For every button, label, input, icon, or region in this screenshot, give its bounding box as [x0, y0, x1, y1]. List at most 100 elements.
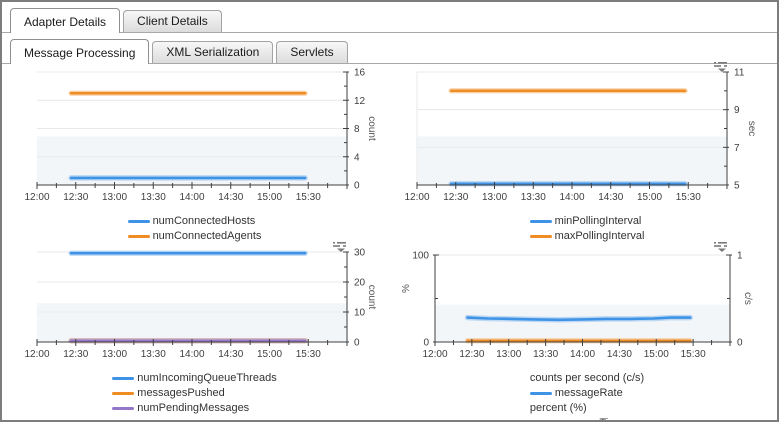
legend-label: numConnectedAgents — [152, 230, 262, 242]
legend-label: numPendingMessages — [137, 402, 250, 414]
tab-adapter-details[interactable]: Adapter Details — [10, 8, 121, 33]
x-tick-label: 14:00 — [179, 349, 204, 360]
y-axis-unit-left: % — [402, 284, 412, 293]
y-tick-label: 16 — [354, 68, 366, 79]
x-tick-label: 12:30 — [443, 192, 468, 203]
legend-label: messageTime — [555, 417, 624, 420]
y-tick-label: 30 — [354, 248, 366, 259]
y-tick-label: 0 — [354, 338, 360, 349]
y-tick-label: 7 — [734, 143, 740, 154]
tab-xml-serialization[interactable]: XML Serialization — [152, 41, 274, 63]
legend-swatch — [112, 392, 135, 395]
x-tick-label: 15:00 — [257, 349, 282, 360]
chart-legend: numIncomingQueueThreads messagesPushed num… — [112, 371, 277, 416]
legend-swatch — [529, 392, 552, 395]
legend-item-minPollingInterval[interactable]: minPollingInterval — [529, 215, 642, 228]
legend-swatch — [112, 377, 135, 380]
legend-label: maxPollingInterval — [554, 230, 645, 242]
chart-polling-interval: 12:00 12:30 13:00 13:30 14:00 14:30 15:00 15:30… — [402, 62, 772, 244]
x-tick-label: 15:30 — [676, 192, 701, 203]
x-tick-label: 14:30 — [607, 349, 632, 360]
secondary-tab-row: Message Processing XML Serialization Ser… — [2, 38, 777, 64]
x-tick-label: 12:00 — [404, 192, 429, 203]
legend-swatch — [127, 235, 150, 238]
plot-band — [435, 304, 730, 342]
y-tick-label: 0 — [423, 338, 429, 349]
tab-message-processing[interactable]: Message Processing — [10, 39, 150, 64]
y-tick-label: 11 — [734, 68, 745, 79]
x-tick-label: 12:00 — [24, 192, 49, 203]
chart-legend: numConnectedHosts numConnectedAgents — [127, 214, 262, 244]
chart-connections: 12:00 12:30 13:00 13:30 14:00 14:30 15:00 15:30… — [12, 64, 377, 244]
y-tick-label: 12 — [354, 96, 366, 107]
chart-message-rate: 12:00 12:30 13:00 13:30 14:00 14:30 15:00 15:30… — [401, 242, 772, 420]
chart-legend: minPollingInterval maxPollingInterval — [529, 214, 645, 244]
x-tick-label: 14:30 — [218, 192, 243, 203]
x-tick-label: 15:30 — [681, 349, 706, 360]
legend-item-numConnectedHosts[interactable]: numConnectedHosts — [127, 215, 256, 228]
tab-client-details[interactable]: Client Details — [123, 10, 222, 32]
x-tick-label: 12:30 — [63, 192, 88, 203]
legend-item-maxPollingInterval[interactable]: maxPollingInterval — [529, 230, 645, 243]
x-tick-label: 13:30 — [141, 349, 166, 360]
y-axis-unit-right: c/s — [742, 292, 753, 305]
y-axis-unit-right: sec — [746, 121, 757, 137]
x-tick-label: 14:00 — [179, 192, 204, 203]
x-tick-label: 13:30 — [141, 192, 166, 203]
legend-item-messageTime[interactable]: messageTime — [530, 417, 624, 420]
legend-group-header: counts per second (c/s) — [529, 372, 645, 384]
x-tick-label: 14:30 — [598, 192, 623, 203]
y-tick-label: 0 — [737, 338, 743, 349]
legend-item-messageRate[interactable]: messageRate — [529, 387, 623, 400]
y-tick-label: 5 — [734, 181, 740, 192]
y-tick-label: 100 — [412, 251, 429, 262]
x-tick-label: 12:30 — [63, 349, 88, 360]
chart-canvas: 12:00 12:30 13:00 13:30 14:00 14:30 15:00 15:30… — [24, 68, 377, 204]
primary-tab-row: Adapter Details Client Details — [2, 7, 777, 33]
x-tick-label: 14:30 — [218, 349, 243, 360]
x-tick-label: 14:00 — [570, 349, 595, 360]
x-tick-label: 12:30 — [459, 349, 484, 360]
x-tick-label: 12:00 — [24, 349, 49, 360]
y-tick-label: 8 — [354, 124, 360, 135]
y-axis-unit-right: count — [366, 285, 377, 310]
legend-group-header: percent (%) — [529, 402, 587, 414]
legend-item-messagesPushed[interactable]: messagesPushed — [112, 387, 225, 400]
y-tick-label: 20 — [354, 278, 366, 289]
legend-label: messageRate — [554, 387, 623, 399]
x-tick-label: 15:30 — [296, 192, 321, 203]
legend-item-numConnectedAgents[interactable]: numConnectedAgents — [127, 230, 262, 243]
chart-legend: counts per second (c/s) messageRate percen… — [529, 371, 645, 420]
tab-servlets[interactable]: Servlets — [276, 41, 348, 63]
legend-swatch — [127, 220, 150, 223]
legend-swatch — [112, 407, 135, 410]
x-tick-label: 13:00 — [496, 349, 521, 360]
chart-canvas: 12:00 12:30 13:00 13:30 14:00 14:30 15:00 15:30… — [401, 251, 753, 361]
x-tick-label: 15:00 — [257, 192, 282, 203]
chart-canvas: 12:00 12:30 13:00 13:30 14:00 14:30 15:00 15:30… — [404, 68, 757, 204]
chart-queue: 12:00 12:30 13:00 13:30 14:00 14:30 15:00 15:30… — [12, 242, 377, 416]
legend-label: minPollingInterval — [554, 215, 642, 227]
legend-item-numPendingMessages[interactable]: numPendingMessages — [112, 402, 249, 415]
x-tick-label: 15:00 — [644, 349, 669, 360]
chart-menu-icon[interactable] — [714, 60, 727, 72]
y-tick-label: 0 — [354, 181, 360, 192]
legend-label: numConnectedHosts — [152, 215, 256, 227]
legend-item-numIncomingQueueThreads[interactable]: numIncomingQueueThreads — [112, 372, 277, 385]
y-tick-label: 4 — [354, 152, 360, 163]
legend-swatch — [529, 220, 552, 223]
y-tick-label: 10 — [354, 308, 366, 319]
x-tick-label: 13:30 — [533, 349, 558, 360]
x-tick-label: 13:00 — [102, 349, 127, 360]
legend-label: numIncomingQueueThreads — [137, 372, 277, 384]
chart-menu-icon[interactable] — [333, 240, 346, 252]
plot-band — [37, 303, 347, 342]
series-line-messageRate — [466, 316, 692, 322]
chart-menu-icon[interactable] — [714, 240, 727, 252]
y-tick-label: 1 — [737, 251, 743, 262]
legend-label: messagesPushed — [137, 387, 225, 399]
chart-canvas: 12:00 12:30 13:00 13:30 14:00 14:30 15:00 15:30… — [24, 248, 377, 361]
x-tick-label: 14:00 — [559, 192, 584, 203]
x-tick-label: 13:00 — [482, 192, 507, 203]
